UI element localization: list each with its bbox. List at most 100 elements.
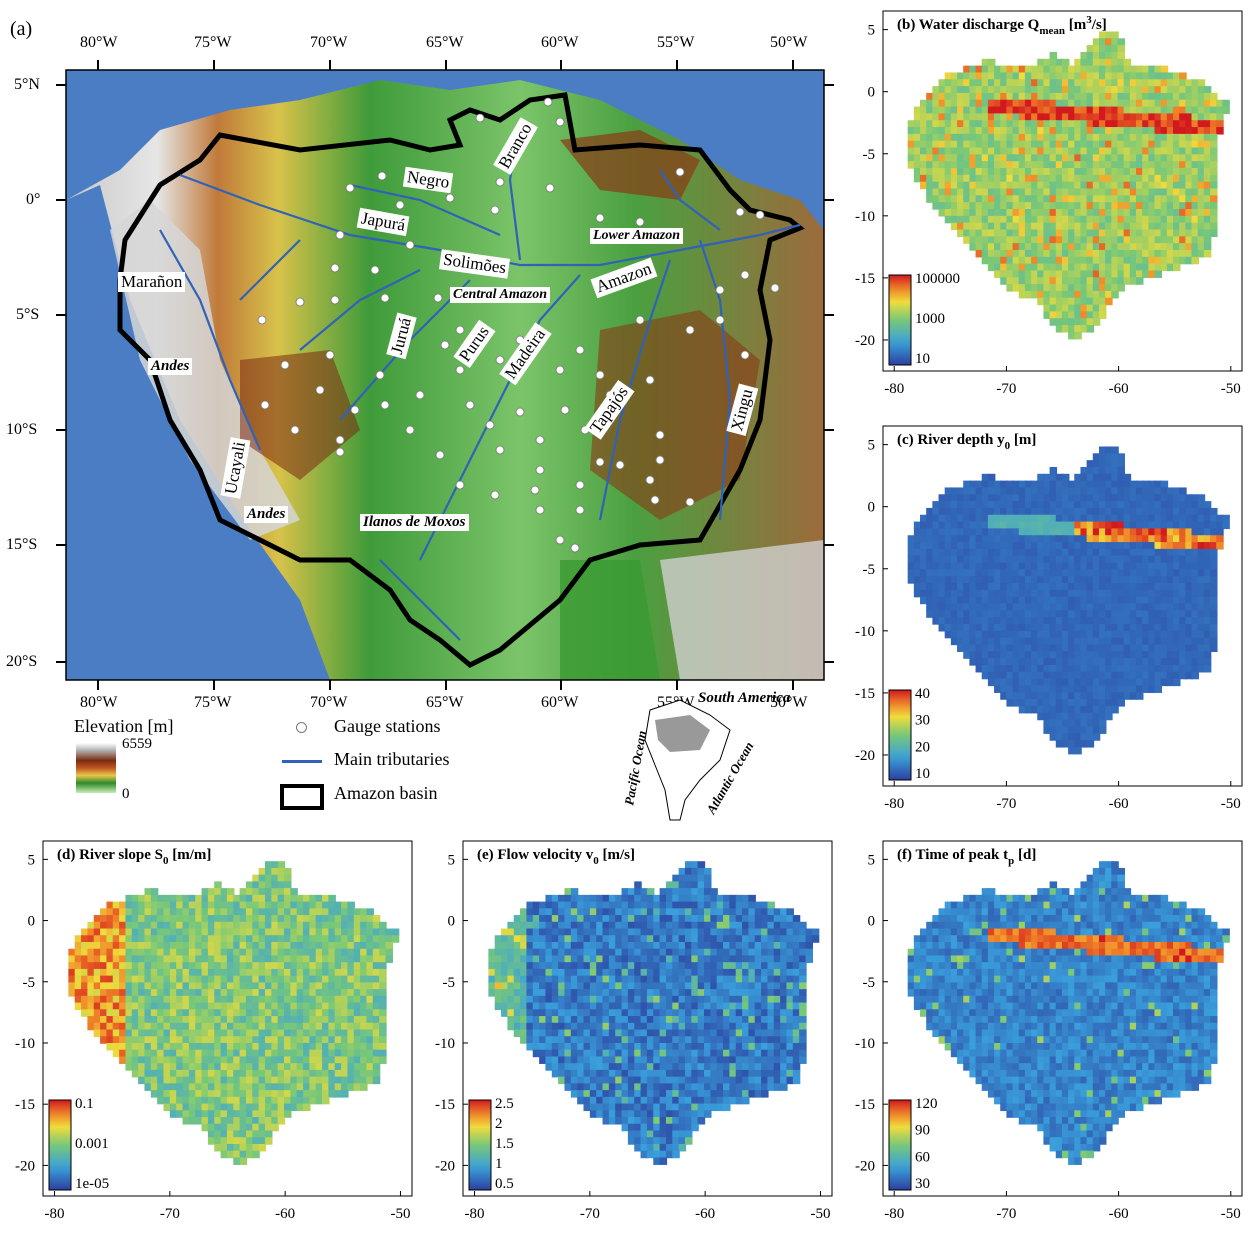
legend-elevation-colorbar (76, 743, 116, 793)
y-tick-label: -5 (23, 975, 36, 991)
lon-tick-bottom: 70°W (310, 694, 348, 711)
y-tick-label: -10 (435, 1036, 455, 1052)
colorbar-tick-label: 1.5 (495, 1136, 514, 1152)
y-tick-label: -10 (15, 1036, 35, 1052)
legend-basin-label: Amazon basin (334, 783, 438, 803)
x-tick-label: -80 (884, 796, 904, 812)
y-tick-label: 0 (28, 914, 36, 930)
panel-a-label: (a) (10, 18, 33, 40)
y-tick-label: -20 (15, 1158, 35, 1174)
y-tick-label: 5 (868, 23, 876, 39)
lon-tick-bottom: 80°W (80, 694, 118, 711)
panel-title: (e) Flow velocity v0 [m/s] (477, 847, 635, 867)
legend-gauge-icon (296, 722, 307, 733)
x-tick-label: -80 (45, 1206, 65, 1222)
x-tick-label: -70 (160, 1206, 180, 1222)
colorbar-tick-label: 2 (495, 1116, 503, 1132)
raster-grid (907, 31, 1230, 340)
y-tick-label: -5 (863, 975, 876, 991)
raster-grid (488, 861, 820, 1165)
colorbar-tick-label: 1 (495, 1156, 503, 1172)
colorbar (468, 1099, 492, 1191)
y-tick-label: -20 (855, 748, 875, 764)
y-tick-label: -5 (863, 562, 876, 578)
lon-tick: 80°W (80, 34, 118, 51)
legend-gauge-label: Gauge stations (334, 716, 441, 736)
legend-tributary-line (282, 760, 322, 763)
panel-title: (c) River depth y0 [m] (897, 432, 1036, 452)
river-label-lower-amazon: Lower Amazon (590, 228, 683, 244)
colorbar-tick-label: 0.5 (495, 1176, 514, 1192)
y-tick-label: -15 (855, 271, 875, 287)
colorbar-tick-label: 0.1 (75, 1096, 94, 1112)
lon-tick-bottom: 65°W (426, 694, 464, 711)
y-tick-label: 0 (868, 914, 876, 930)
label-ilanos-de-moxos: Ilanos de Moxos (360, 514, 469, 531)
map-panel-c: -80 -70 -60 -50 5 0 -5 -10 -15 -20 (c) River depth… (855, 425, 1243, 812)
panel-a-map (56, 60, 834, 690)
colorbar-tick-label: 2.5 (495, 1096, 514, 1112)
y-tick-label: -15 (435, 1097, 455, 1113)
lon-tick: 55°W (657, 34, 695, 51)
x-tick-label: -50 (1221, 1206, 1241, 1222)
lon-tick-bottom: 60°W (541, 694, 579, 711)
colorbar-tick-label: 0.001 (75, 1136, 109, 1152)
colorbar-tick-label: 120 (915, 1096, 938, 1112)
colorbar-tick-label: 40 (915, 686, 930, 702)
legend-elevation-min: 0 (122, 786, 130, 802)
colorbar-tick-label: 10 (915, 766, 930, 782)
map-panel-e: -80 -70 -60 -50 5 0 -5 -10 -15 -20 (e) Flow veloci… (435, 840, 833, 1222)
map-panel-b: -80 -70 -60 -50 5 0 -5 -10 -15 -20 (b) Water disch… (855, 10, 1243, 397)
colorbar (888, 689, 912, 781)
legend-tributaries-label: Main tributaries (334, 749, 450, 769)
colorbar-tick-label: 10 (915, 351, 930, 367)
x-tick-label: -50 (390, 1206, 410, 1222)
y-tick-label: -20 (855, 333, 875, 349)
x-tick-label: -70 (580, 1206, 600, 1222)
x-tick-label: -50 (1221, 381, 1241, 397)
river-label-maranon: Marañon (118, 272, 186, 292)
y-tick-label: -10 (855, 1036, 875, 1052)
legend-basin-box (280, 784, 324, 810)
colorbar (48, 1099, 72, 1191)
lon-tick-bottom: 75°W (194, 694, 232, 711)
y-tick-label: -5 (443, 975, 456, 991)
colorbar-tick-label: 100000 (915, 271, 960, 287)
lat-tick: 15°S (6, 536, 38, 553)
y-tick-label: 5 (448, 852, 456, 868)
raster-grid (907, 446, 1230, 755)
y-tick-label: 5 (868, 852, 876, 868)
x-tick-label: -60 (1109, 796, 1129, 812)
colorbar-tick-label: 30 (915, 1176, 930, 1192)
x-tick-label: -70 (996, 381, 1016, 397)
legend-elevation-title: Elevation [m] (74, 716, 174, 736)
lat-tick: 10°S (6, 421, 38, 438)
y-tick-label: -20 (855, 1158, 875, 1174)
map-panel-f: -80 -70 -60 -50 5 0 -5 -10 -15 -20 (f) Time of pea… (855, 840, 1243, 1222)
amazon-basin-outline (117, 92, 805, 668)
panel-title: (d) River slope S0 [m/m] (57, 847, 211, 867)
colorbar (888, 1099, 912, 1191)
colorbar-tick-label: 90 (915, 1123, 930, 1139)
y-tick-label: -20 (435, 1158, 455, 1174)
lon-tick: 65°W (426, 34, 464, 51)
colorbar (888, 274, 912, 366)
lon-tick: 70°W (310, 34, 348, 51)
legend-elevation-max: 6559 (122, 736, 152, 752)
lon-tick: 75°W (194, 34, 232, 51)
lat-tick: 0° (26, 191, 41, 208)
raster-grid (68, 861, 400, 1165)
y-tick-label: 5 (868, 438, 876, 454)
panel-title: (b) Water discharge Qmean [m3/s] (897, 14, 1107, 37)
y-tick-label: -5 (863, 147, 876, 163)
y-tick-label: -10 (855, 624, 875, 640)
lat-tick: 5°S (16, 306, 40, 323)
y-tick-label: -15 (15, 1097, 35, 1113)
y-tick-label: -10 (855, 209, 875, 225)
lat-tick: 20°S (6, 653, 38, 670)
x-tick-label: -60 (275, 1206, 295, 1222)
label-andes-north: Andes (148, 358, 193, 375)
y-tick-label: -15 (855, 1097, 875, 1113)
inset-title: South America (698, 690, 791, 706)
y-tick-label: 0 (868, 85, 876, 101)
